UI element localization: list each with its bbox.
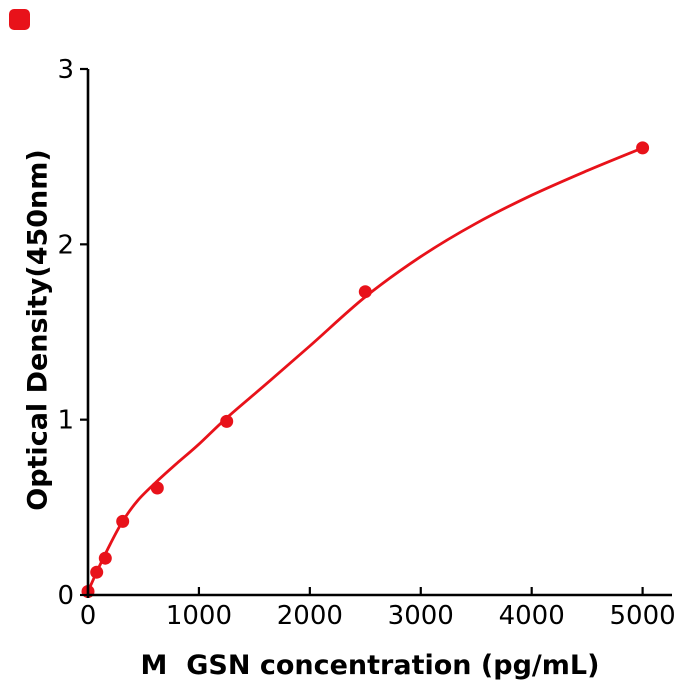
y-tick-label-2: 2: [57, 230, 74, 260]
x-tick-label-1000: 1000: [166, 601, 232, 631]
x-tick-label-4000: 4000: [499, 601, 565, 631]
y-axis-title: Optical Density(450nm): [22, 149, 54, 511]
data-point-3: [116, 514, 130, 528]
x-axis-title: M GSN concentration (pg/mL): [140, 650, 600, 681]
y-tick-label-0: 0: [57, 581, 74, 611]
x-tick-label-5000: 5000: [610, 601, 676, 631]
x-tick-label-2000: 2000: [277, 601, 343, 631]
data-point-1: [90, 565, 104, 579]
red-square-badge: [9, 9, 30, 30]
y-tick-label-3: 3: [57, 55, 74, 85]
data-point-2: [98, 551, 112, 565]
data-point-6: [358, 285, 372, 299]
x-tick-label-0: 0: [80, 601, 97, 631]
data-point-4: [150, 481, 164, 495]
y-tick-label-1: 1: [57, 406, 74, 436]
data-point-5: [220, 414, 234, 428]
data-point-7: [636, 141, 650, 155]
x-tick-label-3000: 3000: [388, 601, 454, 631]
fitted-curve: [86, 146, 644, 593]
